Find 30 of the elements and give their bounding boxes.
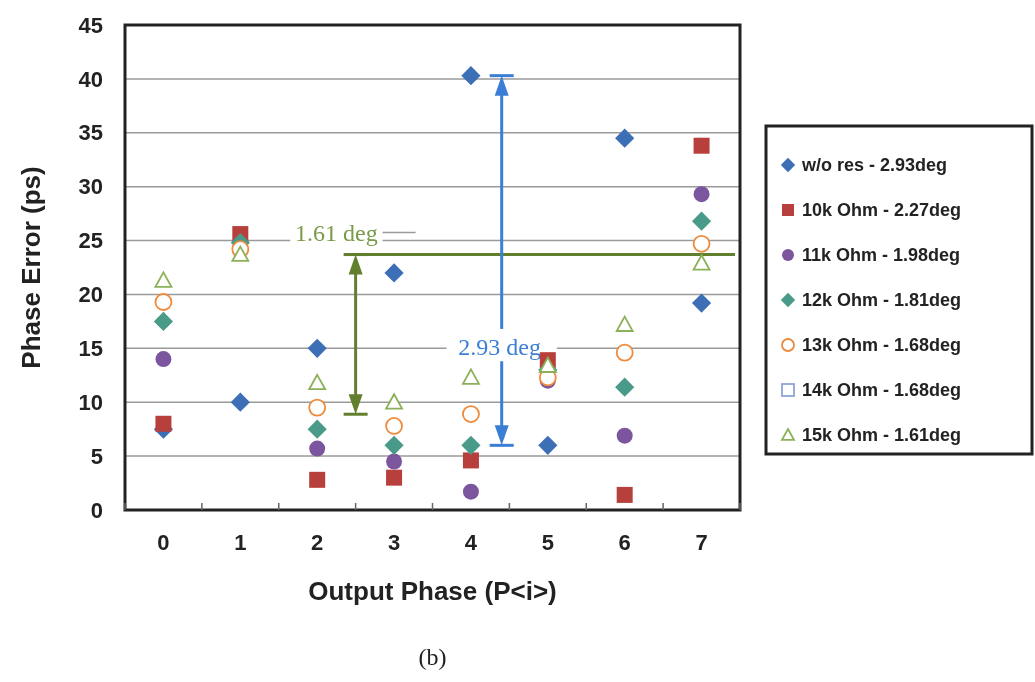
y-tick-label: 35	[78, 120, 103, 146]
y-tick-label: 30	[78, 174, 103, 200]
legend-label: 12k Ohm - 1.81deg	[802, 290, 962, 311]
legend-label: 15k Ohm - 1.61deg	[802, 425, 962, 446]
legend-label: 11k Ohm - 1.98deg	[802, 245, 961, 266]
y-tick-label: 15	[78, 336, 103, 362]
x-tick-label: 5	[541, 530, 554, 555]
x-tick-label: 7	[695, 530, 708, 555]
x-tick-label: 3	[387, 530, 401, 555]
legend-label: 13k Ohm - 1.68deg	[802, 335, 962, 356]
x-tick-label: 6	[618, 530, 631, 555]
x-axis-title: Output Phase (P<i>)	[308, 576, 557, 606]
y-tick-label: 20	[78, 282, 103, 308]
legend-label: w/o res - 2.93deg	[801, 155, 948, 176]
y-tick-label: 0	[90, 497, 103, 523]
y-tick-label: 10	[78, 389, 103, 415]
text: (b)	[418, 644, 447, 670]
x-tick-label: 2	[311, 530, 324, 555]
annotation: 1.61 deg	[295, 219, 378, 246]
y-tick-label: 45	[78, 12, 103, 38]
x-tick-label: 0	[157, 530, 170, 555]
y-tick-label: 40	[78, 66, 103, 92]
y-tick-label: 25	[78, 228, 103, 254]
y-tick-label: 5	[90, 443, 103, 469]
x-tick-label: 1	[234, 530, 247, 555]
y-axis-title: Phase Error (ps)	[16, 166, 46, 369]
legend-label: 14k Ohm - 1.68deg	[802, 380, 962, 401]
x-tick-label: 4	[464, 530, 478, 555]
annotation: 2.93 deg	[458, 333, 542, 360]
legend-label: 10k Ohm - 2.27deg	[802, 200, 962, 221]
